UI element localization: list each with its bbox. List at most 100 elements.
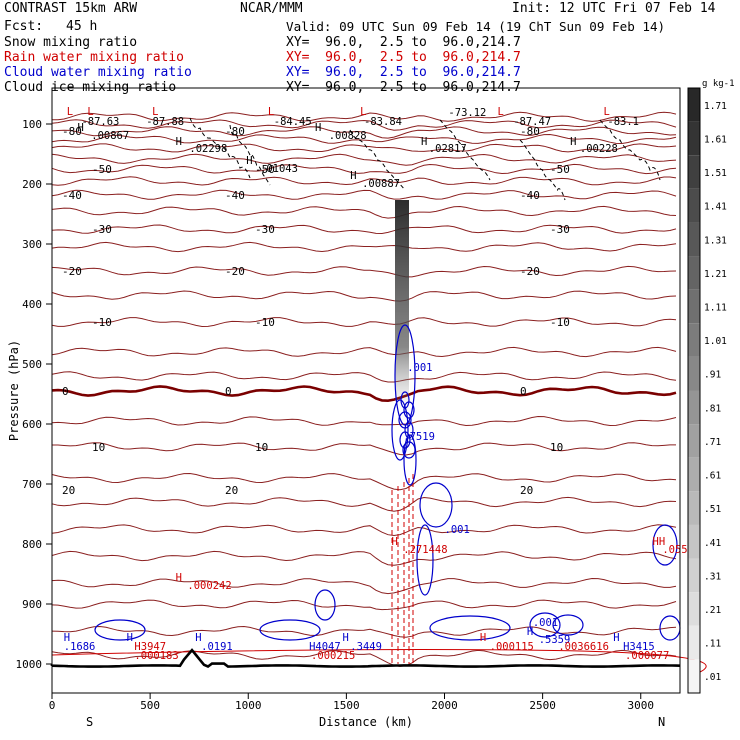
snow-contour <box>189 117 251 179</box>
x-axis-label: Distance (km) <box>319 715 413 729</box>
field-label: H <box>392 536 398 548</box>
colorbar-swatch <box>688 256 700 290</box>
field-label: H3415 <box>623 641 655 653</box>
colorbar-label: 1.51 <box>704 168 727 179</box>
isotherm-label: 20 <box>520 484 533 497</box>
cloud-water-contour <box>419 482 453 528</box>
field-label: H <box>527 626 533 638</box>
field-label: -84.45 <box>274 116 312 128</box>
colorbar-unit: g kg-1 <box>702 79 735 89</box>
org-label: NCAR/MMM <box>240 1 303 16</box>
field-label: -73.12 <box>448 107 486 119</box>
field-label: .0191 <box>201 641 233 653</box>
x-tick-label: 2500 <box>529 699 556 712</box>
colorbar-swatch <box>688 289 700 324</box>
isotherm-label: 10 <box>255 441 268 454</box>
isotherm-line <box>51 317 677 328</box>
colorbar-frame <box>687 87 701 694</box>
field-label: L <box>268 106 274 118</box>
isotherm-line <box>51 415 677 427</box>
cloud-water-contour <box>402 441 416 459</box>
field-label: L <box>87 106 93 118</box>
colorbar-swatch <box>688 155 700 189</box>
colorbar-label: .81 <box>704 403 721 414</box>
colorbar-swatch <box>688 558 700 593</box>
snow-contours <box>189 117 661 201</box>
isotherm-label: -20 <box>62 265 82 278</box>
isotherm-line <box>51 472 677 491</box>
field-label: H <box>246 155 252 167</box>
field-label: .000115 <box>490 641 534 653</box>
field-label: H <box>613 632 619 644</box>
isotherm-label: -80 <box>62 125 82 138</box>
isotherm-label: -50 <box>550 163 570 176</box>
field-label: .000242 <box>187 580 231 592</box>
field-label: -87.47 <box>513 116 551 128</box>
y-tick-label: 100 <box>22 118 42 131</box>
isotherm-label: -80 <box>225 125 245 138</box>
colorbar-swatch <box>688 88 700 122</box>
legend-rain-name: Rain water mixing ratio <box>4 50 185 65</box>
field-label: H <box>176 136 182 148</box>
isotherm-label: -80 <box>520 125 540 138</box>
colorbar-swatch <box>688 524 700 559</box>
field-label: .02298 <box>189 143 227 155</box>
colorbar-swatch <box>688 659 700 693</box>
snow-contour <box>519 139 566 201</box>
field-label: H <box>570 136 576 148</box>
north-label: N <box>658 715 665 729</box>
field-label: H <box>421 136 427 148</box>
isotherm-line <box>51 111 677 122</box>
isotherm-line <box>51 224 677 235</box>
isotherm-line <box>51 119 677 131</box>
snow-contour <box>349 129 406 191</box>
colorbar-label: 1.61 <box>704 134 727 145</box>
isotherm-label: 10 <box>92 441 105 454</box>
isotherm-label: -20 <box>520 265 540 278</box>
x-tick-label: 3000 <box>628 699 655 712</box>
field-label: H <box>64 632 70 644</box>
field-label: HH <box>653 536 666 548</box>
field-label: .01043 <box>260 163 298 175</box>
isotherm-label: -10 <box>550 316 570 329</box>
isotherm-line <box>51 176 677 186</box>
field-label: H <box>176 572 182 584</box>
field-label: .00828 <box>329 130 367 142</box>
x-tick-label: 500 <box>140 699 160 712</box>
field-label: L <box>603 106 609 118</box>
colorbar-label: .41 <box>704 538 721 549</box>
colorbar-label: 1.41 <box>704 202 727 213</box>
y-tick-label: 800 <box>22 538 42 551</box>
legend-rain-xy: XY= 96.0, 2.5 to 96.0,214.7 <box>286 50 521 65</box>
cloud-water-contour <box>403 434 417 486</box>
y-tick-label: 700 <box>22 478 42 491</box>
cloud-water-contour <box>314 589 336 621</box>
field-label: .0036616 <box>558 641 609 653</box>
legend-cloudwater-name: Cloud water mixing ratio <box>4 65 192 80</box>
colorbar-swatch <box>688 323 700 357</box>
isotherm-line <box>51 265 677 278</box>
colorbar: 1.71 1.61 1.51 1.41 1.31 1.21 1.11 1.01 .91 .81 .7… <box>687 79 735 694</box>
isotherm-label: 0 <box>225 385 232 398</box>
isotherm-label: -20 <box>225 265 245 278</box>
cloud-water-contour <box>399 431 411 449</box>
field-label: .000215 <box>311 650 355 662</box>
cloud-water-contour <box>416 524 434 596</box>
legend-snow-name: Snow mixing ratio <box>4 35 138 50</box>
colorbar-label: .21 <box>704 605 721 616</box>
isotherm-label: -10 <box>255 316 275 329</box>
colorbar-label: 1.01 <box>704 336 727 347</box>
isotherm-line <box>51 143 677 153</box>
field-label: .00228 <box>580 143 618 155</box>
field-label: H <box>350 170 356 182</box>
colorbar-swatch <box>688 121 700 156</box>
field-label: .000077 <box>625 650 669 662</box>
field-label: .1686 <box>64 641 96 653</box>
x-tick-label: 2000 <box>431 699 458 712</box>
legend-snow-xy: XY= 96.0, 2.5 to 96.0,214.7 <box>286 35 521 50</box>
field-label: .001 <box>407 362 432 374</box>
isotherm-line <box>51 290 677 302</box>
x-tick-label: 0 <box>49 699 56 712</box>
terrain <box>50 648 681 668</box>
colorbar-label: 1.21 <box>704 269 727 280</box>
